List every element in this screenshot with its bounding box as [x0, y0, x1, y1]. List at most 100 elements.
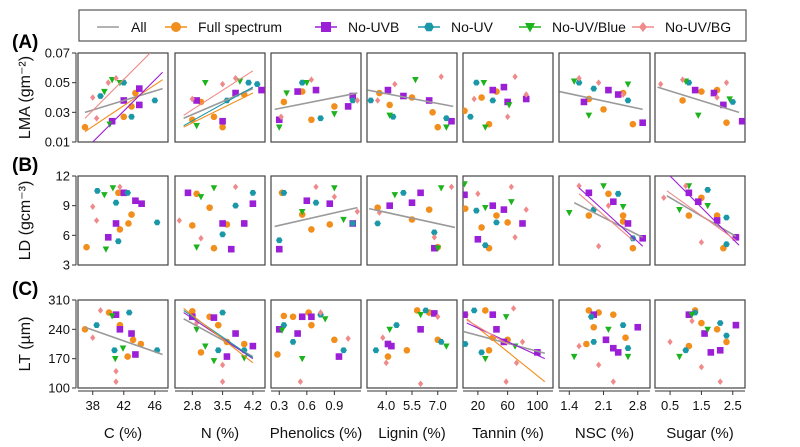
data-point-hexagon	[489, 97, 497, 104]
panel-plot-area	[367, 73, 455, 131]
data-point-triangle-down	[102, 246, 110, 253]
data-point-circle	[504, 219, 511, 226]
data-point-hexagon	[729, 99, 737, 105]
data-point-hexagon	[372, 347, 380, 354]
data-point-hexagon	[151, 97, 159, 104]
x-axis-label: Lignin (%)	[378, 425, 446, 442]
data-point-square	[408, 199, 416, 206]
data-point-hexagon	[590, 85, 597, 92]
data-point-circle	[308, 116, 315, 124]
x-tick-label: 2.1	[594, 398, 612, 413]
data-point-square	[386, 202, 393, 209]
data-point-diamond	[605, 202, 612, 209]
y-tick-label: 6	[63, 228, 70, 243]
data-point-square	[116, 326, 124, 333]
data-point-diamond	[90, 203, 96, 210]
data-point-square	[417, 189, 424, 197]
legend-label: No-UV/BG	[665, 19, 731, 35]
regression-line	[559, 90, 643, 111]
panel-plot-area	[274, 183, 360, 253]
data-point-circle	[585, 212, 593, 219]
panel-0-1	[174, 52, 266, 143]
regression-line	[183, 307, 254, 364]
data-point-diamond	[383, 359, 389, 367]
data-point-circle	[280, 312, 288, 320]
x-axis-label: NSC (%)	[575, 425, 634, 442]
data-point-circle	[478, 94, 485, 101]
data-point-circle	[331, 103, 338, 110]
data-point-hexagon	[590, 339, 597, 345]
data-point-triangle-down	[210, 358, 218, 365]
panel-plot-area	[83, 183, 161, 253]
data-point-triangle-down	[437, 185, 445, 192]
data-point-hexagon	[624, 97, 632, 104]
data-point-hexagon	[112, 199, 120, 206]
x-tick-label: 7.0	[429, 398, 447, 413]
data-point-triangle-down	[480, 80, 488, 87]
data-point-square	[720, 101, 727, 109]
data-point-hexagon	[124, 190, 131, 196]
data-point-hexagon	[482, 242, 489, 249]
data-point-circle	[713, 326, 721, 333]
data-point-square	[610, 344, 617, 352]
data-point-circle	[493, 212, 500, 219]
regression-line	[183, 310, 254, 359]
regression-line	[274, 206, 358, 228]
x-tick-label: 5.5	[403, 398, 421, 413]
legend-label: No-UV/Blue	[552, 19, 626, 35]
data-point-circle	[214, 321, 222, 329]
x-tick-label: 20	[471, 398, 485, 413]
legend-item-full-spectrum: Full spectrum	[165, 19, 282, 35]
data-point-diamond	[689, 317, 695, 325]
data-point-square	[463, 191, 468, 199]
data-point-circle	[386, 101, 393, 109]
data-point-square	[500, 83, 508, 91]
data-point-square	[634, 323, 642, 331]
data-point-circle	[289, 313, 297, 321]
data-point-circle	[429, 109, 436, 116]
data-point-circle	[590, 323, 598, 331]
data-point-square	[132, 197, 139, 205]
data-point-diamond	[278, 113, 284, 121]
data-point-diamond	[503, 378, 509, 386]
x-tick-label: 1.5	[692, 398, 710, 413]
panel-plot-area	[274, 76, 360, 131]
panel-plot-area	[565, 182, 646, 252]
data-point-hexagon	[280, 190, 288, 196]
data-point-diamond	[113, 74, 119, 82]
data-point-circle	[622, 334, 629, 342]
data-point-diamond	[193, 319, 200, 327]
y-tick-label: 170	[48, 351, 70, 366]
data-point-square	[135, 101, 143, 109]
panel-frame	[654, 175, 746, 266]
data-point-triangle-down	[624, 353, 632, 361]
legend-marker-triangle-down-icon	[525, 23, 535, 33]
data-point-square	[504, 98, 511, 106]
data-point-diamond	[620, 91, 626, 98]
data-point-square	[732, 321, 740, 329]
regression-line	[84, 87, 163, 114]
data-point-square	[112, 220, 120, 227]
x-tick-label: 60	[500, 398, 514, 413]
panel-2-2: 0.3 0.6 0.9 Phenolics (%)	[270, 299, 362, 442]
y-tick-label: 0.07	[45, 46, 70, 61]
panel-plot-area	[667, 307, 740, 386]
data-point-diamond	[512, 234, 518, 241]
panel-grid: (A) LMA (gm⁻²) 0.01 0.03 0.05 0.07 (B) LD (gcm⁻…	[12, 32, 746, 442]
data-point-diamond	[519, 338, 526, 346]
data-point-triangle-down	[278, 327, 286, 334]
regression-line	[666, 190, 737, 241]
data-point-diamond	[417, 380, 424, 388]
data-point-hexagon	[470, 307, 478, 314]
data-point-circle	[723, 119, 730, 127]
legend-item-no-uv-bg: No-UV/BG	[632, 19, 731, 35]
y-tick-label: 240	[48, 322, 70, 337]
data-point-hexagon	[215, 347, 222, 354]
data-point-circle	[280, 98, 288, 106]
data-point-diamond	[513, 359, 520, 367]
data-point-diamond	[431, 234, 437, 241]
data-point-hexagon	[349, 97, 356, 104]
data-point-circle	[125, 220, 132, 227]
data-point-square	[112, 311, 120, 318]
panel-plot-area	[372, 307, 450, 388]
